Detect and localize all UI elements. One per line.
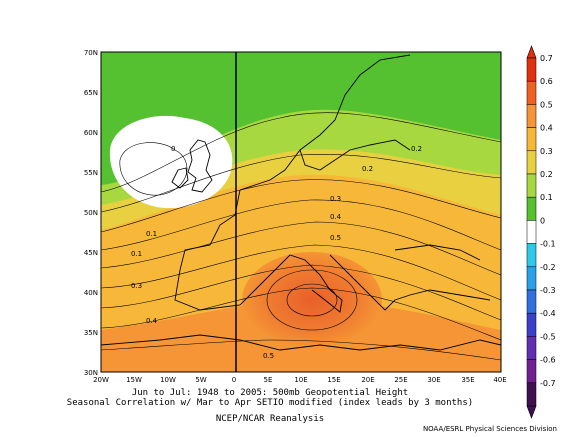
lon-tick: 10W [160, 376, 176, 384]
coastlines [101, 54, 501, 351]
lon-tick: 5E [264, 376, 273, 384]
lat-tick: 60N [84, 129, 98, 137]
colorbar-bottom-arrow [526, 405, 537, 419]
contour-label: 0.5 [263, 352, 274, 360]
colorbar-swatch [526, 127, 537, 152]
colorbar-label: 0 [540, 216, 545, 225]
lon-tick: 0 [232, 376, 236, 384]
colorbar-swatch [526, 312, 537, 337]
colorbar-top-arrow [526, 45, 537, 59]
colorbar-label: -0.3 [540, 286, 556, 295]
colorbar-label: -0.7 [540, 379, 556, 388]
colorbar-label: 0.3 [540, 147, 553, 156]
colorbar-swatch [526, 266, 537, 291]
caption-line-1: Jun to Jul: 1948 to 2005: 500mb Geopoten… [131, 388, 409, 398]
lon-tick: 30E [427, 376, 440, 384]
lon-tick: 35E [461, 376, 474, 384]
colorbar: 0.7 0.6 0.5 0.4 0.3 0.2 0.1 0 -0.1 -0.2 -0.3 -0.4 -0… [526, 45, 556, 419]
contour-label: 0.1 [146, 230, 157, 238]
colorbar-label: -0.4 [540, 309, 556, 318]
caption-line-2: Seasonal Correlation w/ Mar to Apr SETIO… [66, 398, 474, 408]
lon-tick: 25E [394, 376, 407, 384]
colorbar-swatch [526, 220, 537, 244]
lon-tick: 15W [126, 376, 142, 384]
contour-lines [101, 112, 501, 361]
colorbar-swatch [526, 336, 537, 360]
colorbar-swatch [526, 80, 537, 105]
latitude-axis: 70N 65N 60N 55N 50N 45N 40N 35N 30N [84, 49, 98, 377]
contour-label: 0.4 [146, 317, 158, 325]
colorbar-swatch [526, 104, 537, 128]
contour-label: 0.5 [330, 234, 341, 242]
lon-tick: 5W [195, 376, 206, 384]
lat-tick: 40N [84, 289, 98, 297]
colorbar-label: -0.5 [540, 332, 556, 341]
longitude-axis: 20W 15W 10W 5W 0 5E 10E 15E 20E 25E 30E … [93, 376, 507, 384]
lon-tick: 20W [93, 376, 109, 384]
colorbar-swatch [526, 150, 537, 175]
caption-line-3: NCEP/NCAR Reanalysis [215, 414, 325, 424]
colorbar-label: 0.5 [540, 100, 553, 109]
lat-tick: 35N [84, 329, 98, 337]
contour-label: 0.3 [131, 282, 142, 290]
lat-tick: 55N [84, 169, 98, 177]
colorbar-label: 0.2 [540, 170, 553, 179]
lat-tick: 65N [84, 89, 98, 97]
colorbar-label: 0.6 [540, 77, 553, 86]
colorbar-label: -0.1 [540, 240, 556, 249]
credit-text: NOAA/ESRL Physical Sciences Division [422, 425, 557, 433]
colorbar-label: -0.2 [540, 263, 556, 272]
lat-tick: 45N [84, 249, 98, 257]
colorbar-swatch [526, 57, 537, 82]
lon-tick: 40E [493, 376, 506, 384]
lat-tick: 30N [84, 369, 98, 377]
lon-tick: 10E [294, 376, 307, 384]
contour-value-labels: 0 0.2 0.2 0.1 0.1 0.3 0.3 0.4 0.4 0.5 0.… [131, 145, 422, 360]
lat-tick: 70N [84, 49, 98, 57]
colorbar-label: -0.6 [540, 356, 556, 365]
colorbar-swatch [526, 196, 537, 221]
colorbar-swatch [526, 382, 537, 407]
colorbar-label: 0.1 [540, 193, 553, 202]
contour-label: 0.3 [330, 195, 341, 203]
lat-tick: 50N [84, 209, 98, 217]
lon-tick: 20E [361, 376, 374, 384]
map-frame [100, 51, 502, 373]
lon-tick: 15E [327, 376, 340, 384]
colorbar-swatch [526, 243, 537, 268]
colorbar-label: 0.4 [540, 124, 553, 133]
contour-label: 0.1 [131, 250, 142, 258]
colorbar-swatch [526, 289, 537, 314]
contour-label: 0 [171, 145, 175, 153]
colorbar-swatch [526, 359, 537, 384]
colorbar-label: 0.7 [540, 54, 553, 63]
correlation-field [101, 52, 501, 372]
contour-label: 0.4 [330, 213, 342, 221]
colorbar-swatch [526, 173, 537, 198]
contour-label: 0.2 [411, 145, 422, 153]
contour-label: 0.2 [362, 165, 373, 173]
